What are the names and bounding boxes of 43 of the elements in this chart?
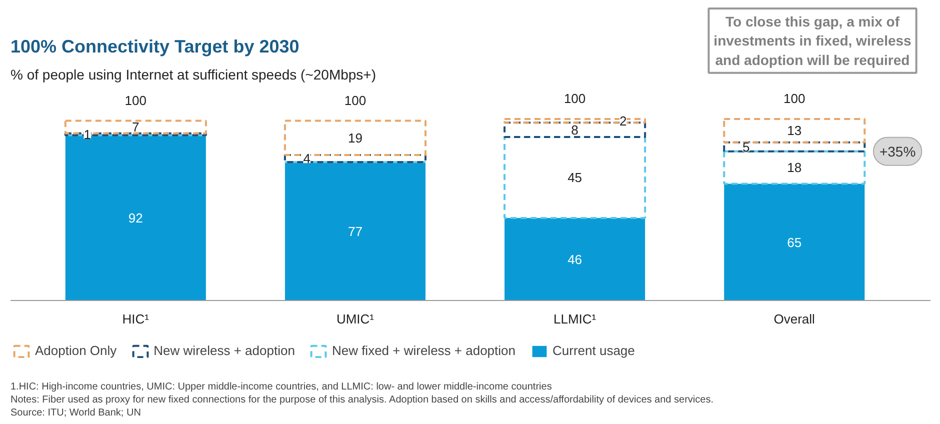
bar [284,120,426,156]
data-label: 65 [787,234,802,250]
source-note: Source: ITU; World Bank; UN [10,408,141,418]
bar [284,154,426,164]
text: Notes: Fiber used as proxy for new fixed connections for the purpose of this analysis. Adoption based on skills and access/affordability of devices and services. [10,394,714,406]
data-label: 45 [568,170,582,185]
data-label: 4 [303,151,311,166]
x-tick-label: Overall [774,312,816,327]
total-label: 100 [344,92,366,108]
bar [504,218,646,301]
data-label: 2 [619,113,627,128]
annotation: +35% [879,143,916,160]
data-label: 7 [132,120,140,135]
data-label: 5 [742,139,750,154]
legend-label: Current usage [552,343,635,358]
bar [504,118,646,124]
total-label: 100 [784,90,806,106]
chart-title: 100% Connectivity Target by 2030 [10,36,300,56]
legend-label: New wireless + adoption [154,343,295,358]
legend-label: New fixed + wireless + adoption [332,343,516,358]
chart-subtitle: % of people using Internet at sufficient speeds (~20Mbps+) [10,66,376,82]
data-label: 19 [348,130,362,146]
data-label: 1 [84,126,91,142]
bar [504,136,646,219]
x-tick-label: UMIC¹ [336,312,375,327]
total-label: 100 [124,92,147,108]
data-label: 92 [128,210,143,226]
legend-label: Adoption Only [35,343,117,358]
bar [723,118,866,144]
data-label: 18 [787,160,802,176]
bar [723,141,866,152]
bar [723,150,866,185]
bar [284,162,426,301]
text: 1.HIC: High-income countries, UMIC: Upper middle-income countries, and LLMIC: low- and lower middle-income countries [10,382,552,392]
data-label: 13 [787,123,802,138]
bar [724,184,865,301]
total-label: 100 [564,90,586,106]
data-label: 77 [348,224,362,239]
text: To close this gap, a mix of investments in fixed, wireless and adoption will be required [714,14,912,68]
data-label: 8 [571,122,578,138]
x-tick-label: LLMIC¹ [553,312,597,327]
x-tick-label: HIC¹ [122,312,150,327]
data-label: 46 [568,252,582,267]
